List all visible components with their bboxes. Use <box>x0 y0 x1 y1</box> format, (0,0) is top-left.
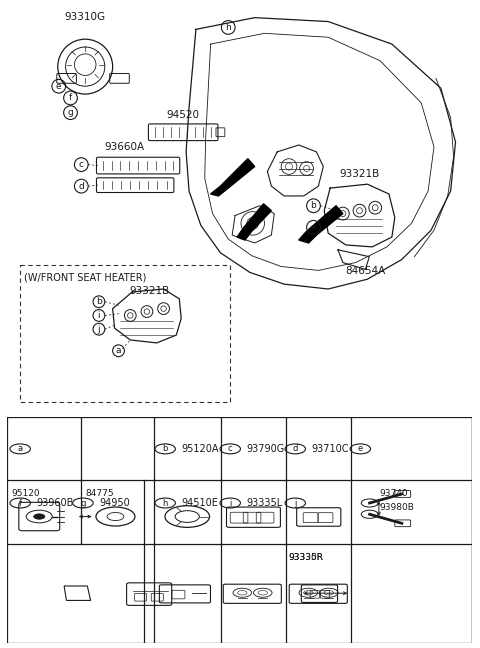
Text: 93740: 93740 <box>379 489 408 498</box>
Text: 93321B: 93321B <box>339 169 380 179</box>
Text: c: c <box>79 160 84 169</box>
Text: i: i <box>97 311 100 320</box>
Text: (W/FRONT SEAT HEATER): (W/FRONT SEAT HEATER) <box>24 272 147 283</box>
Text: 93330R: 93330R <box>288 553 324 562</box>
Circle shape <box>34 514 45 519</box>
Text: 94520: 94520 <box>167 110 200 119</box>
Text: 93321B: 93321B <box>130 286 170 296</box>
Text: d: d <box>78 181 84 191</box>
Text: 93710C: 93710C <box>312 444 349 454</box>
Text: 84775: 84775 <box>85 489 114 498</box>
Text: g: g <box>80 498 85 507</box>
Text: f: f <box>69 93 72 102</box>
Text: 93960B: 93960B <box>36 498 74 508</box>
Text: a: a <box>311 223 316 232</box>
Text: 93980B: 93980B <box>379 503 414 512</box>
Text: 93335L: 93335L <box>247 498 283 508</box>
Text: 95120: 95120 <box>12 489 40 498</box>
Polygon shape <box>299 206 343 243</box>
Text: 93310G: 93310G <box>65 12 106 22</box>
Text: 95120A: 95120A <box>181 444 219 454</box>
Text: i: i <box>229 498 231 507</box>
Text: f: f <box>19 498 22 507</box>
Text: 93335R: 93335R <box>288 553 324 562</box>
Text: 93790G: 93790G <box>247 444 285 454</box>
Text: g: g <box>68 108 73 117</box>
Text: b: b <box>311 202 316 210</box>
Text: a: a <box>18 445 23 454</box>
Text: b: b <box>163 445 168 454</box>
Text: j: j <box>294 498 297 507</box>
Text: c: c <box>228 445 232 454</box>
Text: b: b <box>96 297 102 307</box>
Text: 94510E: 94510E <box>181 498 218 508</box>
Text: 94950: 94950 <box>99 498 130 508</box>
Text: j: j <box>97 325 100 334</box>
Polygon shape <box>211 159 255 196</box>
Text: 84654A: 84654A <box>345 266 385 277</box>
Text: 93660A: 93660A <box>104 142 144 152</box>
Text: h: h <box>163 498 168 507</box>
Polygon shape <box>237 203 271 240</box>
Text: a: a <box>116 346 121 355</box>
Text: h: h <box>226 23 231 32</box>
Text: e: e <box>358 445 363 454</box>
Text: d: d <box>293 445 298 454</box>
Text: e: e <box>56 82 61 91</box>
